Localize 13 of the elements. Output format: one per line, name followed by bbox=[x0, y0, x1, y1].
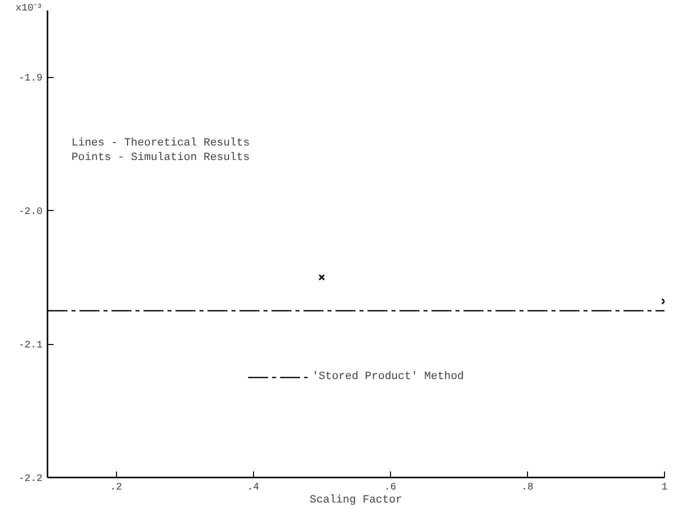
x-tick-label: 1 bbox=[662, 482, 668, 494]
text: x10⁻³ bbox=[16, 4, 43, 14]
x-axis-title: Scaling Factor bbox=[310, 494, 402, 506]
y-tick-label: -2.2 bbox=[18, 474, 43, 485]
y-tick-label: -1.9 bbox=[18, 74, 43, 85]
y-tick-label: -2.1 bbox=[18, 340, 43, 352]
text: 'Stored Product' Method bbox=[312, 371, 464, 383]
x-tick-label: .2 bbox=[110, 482, 122, 494]
x-tick-label: .6 bbox=[384, 482, 396, 494]
annotation: Lines - Theoretical Results Points - Simulation Results bbox=[71, 137, 250, 164]
x-tick-label: .4 bbox=[247, 482, 260, 494]
y-tick-label: -2.0 bbox=[18, 207, 43, 218]
x-tick-label: .8 bbox=[521, 482, 534, 494]
